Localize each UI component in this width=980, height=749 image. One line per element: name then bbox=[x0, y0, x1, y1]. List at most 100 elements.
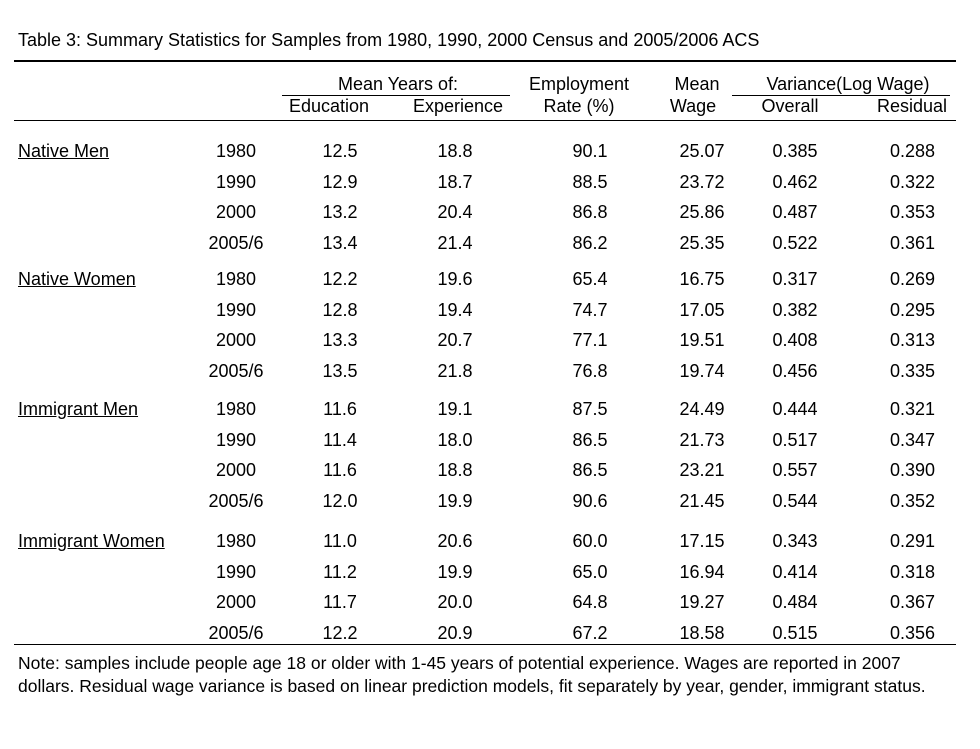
header-mean-years-of: Mean Years of: bbox=[337, 74, 459, 94]
table-cell-overall: 0.408 bbox=[772, 330, 818, 351]
group-label: Immigrant Women bbox=[18, 531, 165, 551]
table-cell-residual: 0.352 bbox=[889, 490, 935, 511]
table-cell-experience: 19.6 bbox=[437, 269, 473, 289]
table-cell-overall: 0.444 bbox=[772, 399, 818, 419]
header-mean-line2: Wage bbox=[669, 96, 717, 116]
table-cell-education: 11.6 bbox=[323, 399, 357, 419]
table-cell-residual: 0.322 bbox=[889, 171, 935, 192]
table-cell-education: 12.0 bbox=[322, 490, 358, 511]
table-cell-wage: 19.51 bbox=[679, 330, 725, 351]
table-cell-experience: 20.7 bbox=[437, 330, 473, 351]
table-cell-education: 11.2 bbox=[323, 561, 357, 582]
table-caption: Table 3: Summary Statistics for Samples … bbox=[18, 30, 760, 50]
header-mean-line1: Mean bbox=[674, 74, 720, 94]
table-cell-experience: 20.0 bbox=[437, 592, 473, 613]
table-cell-year: 2000 bbox=[215, 202, 257, 223]
table-cell-wage: 25.35 bbox=[679, 232, 725, 253]
table-cell-residual: 0.318 bbox=[889, 561, 935, 582]
header-education: Education bbox=[288, 96, 370, 116]
table-cell-experience: 19.4 bbox=[437, 299, 473, 320]
table-cell-year: 1990 bbox=[215, 429, 257, 450]
table-cell-employment: 74.7 bbox=[572, 299, 608, 320]
table-cell-wage: 17.05 bbox=[679, 299, 725, 320]
table-cell-year: 1990 bbox=[215, 561, 257, 582]
table-cell-wage: 23.21 bbox=[679, 460, 725, 481]
table-cell-experience: 18.0 bbox=[437, 429, 473, 450]
table-cell-year: 2000 bbox=[215, 460, 257, 481]
bottom-rule bbox=[14, 644, 956, 645]
table-cell-education: 12.8 bbox=[322, 299, 358, 320]
table-cell-year: 2005/6 bbox=[208, 490, 264, 511]
table-cell-wage: 19.27 bbox=[679, 592, 725, 613]
table-cell-residual: 0.335 bbox=[889, 360, 935, 381]
header-rule bbox=[14, 120, 956, 121]
group-label: Immigrant Men bbox=[18, 399, 139, 419]
table-cell-employment: 90.1 bbox=[572, 141, 608, 161]
table-cell-overall: 0.515 bbox=[772, 622, 818, 643]
table-cell-experience: 20.6 bbox=[437, 531, 473, 551]
header-employment-line2: Rate (%) bbox=[543, 96, 615, 116]
table-cell-overall: 0.343 bbox=[772, 531, 818, 551]
table-cell-year: 1990 bbox=[215, 299, 257, 320]
table-cell-employment: 86.2 bbox=[572, 232, 608, 253]
table-cell-wage: 16.75 bbox=[679, 269, 725, 289]
table-cell-education: 13.3 bbox=[322, 330, 358, 351]
table-cell-residual: 0.313 bbox=[889, 330, 935, 351]
header-residual: Residual bbox=[876, 96, 947, 116]
table-cell-wage: 25.07 bbox=[679, 141, 725, 161]
table-cell-employment: 86.8 bbox=[572, 202, 608, 223]
table-cell-residual: 0.347 bbox=[889, 429, 935, 450]
table-cell-employment: 60.0 bbox=[572, 531, 608, 551]
table-cell-education: 12.2 bbox=[322, 269, 358, 289]
header-experience: Experience bbox=[412, 96, 504, 116]
table-cell-residual: 0.361 bbox=[889, 232, 935, 253]
table-cell-employment: 86.5 bbox=[572, 429, 608, 450]
table-cell-overall: 0.522 bbox=[772, 232, 818, 253]
header-overall: Overall bbox=[761, 96, 819, 116]
table-cell-year: 1980 bbox=[215, 531, 257, 551]
top-rule bbox=[14, 60, 956, 62]
table-cell-year: 2005/6 bbox=[208, 232, 264, 253]
table-cell-wage: 17.15 bbox=[679, 531, 725, 551]
table-cell-year: 1990 bbox=[215, 171, 257, 192]
table-cell-overall: 0.382 bbox=[772, 299, 818, 320]
table-note: Note: samples include people age 18 or o… bbox=[18, 653, 926, 696]
table-cell-education: 11.7 bbox=[323, 592, 357, 613]
table-cell-experience: 18.8 bbox=[437, 141, 473, 161]
variance-rule bbox=[732, 95, 950, 96]
group-label: Native Men bbox=[18, 141, 110, 161]
table-cell-education: 12.9 bbox=[322, 171, 358, 192]
table-cell-employment: 64.8 bbox=[572, 592, 608, 613]
table-cell-experience: 21.4 bbox=[437, 232, 473, 253]
table-cell-education: 13.4 bbox=[322, 232, 358, 253]
table-cell-experience: 18.8 bbox=[437, 460, 473, 481]
table-cell-employment: 67.2 bbox=[572, 622, 608, 643]
mean-years-rule bbox=[282, 95, 510, 96]
header-variance: Variance(Log Wage) bbox=[766, 74, 930, 94]
table-cell-employment: 87.5 bbox=[572, 399, 608, 419]
table-cell-wage: 19.74 bbox=[679, 360, 725, 381]
table-cell-experience: 20.4 bbox=[437, 202, 473, 223]
table-cell-residual: 0.353 bbox=[889, 202, 935, 223]
group-label: Native Women bbox=[18, 269, 136, 289]
table-cell-residual: 0.390 bbox=[889, 460, 935, 481]
table-cell-education: 11.0 bbox=[323, 531, 357, 551]
table-cell-employment: 65.0 bbox=[572, 561, 608, 582]
table-cell-overall: 0.462 bbox=[772, 171, 818, 192]
table-cell-employment: 90.6 bbox=[572, 490, 608, 511]
table-cell-overall: 0.456 bbox=[772, 360, 818, 381]
table-cell-employment: 76.8 bbox=[572, 360, 608, 381]
table-cell-wage: 24.49 bbox=[679, 399, 725, 419]
table-cell-residual: 0.321 bbox=[889, 399, 935, 419]
table-cell-residual: 0.367 bbox=[889, 592, 935, 613]
table-cell-employment: 77.1 bbox=[572, 330, 608, 351]
table-cell-experience: 21.8 bbox=[437, 360, 473, 381]
table-cell-overall: 0.317 bbox=[772, 269, 818, 289]
table-cell-residual: 0.288 bbox=[889, 141, 935, 161]
table-cell-experience: 19.9 bbox=[437, 561, 473, 582]
table-cell-overall: 0.557 bbox=[772, 460, 818, 481]
table-cell-residual: 0.269 bbox=[889, 269, 935, 289]
table-cell-education: 12.5 bbox=[322, 141, 358, 161]
table-cell-year: 1980 bbox=[215, 141, 257, 161]
table-cell-wage: 21.73 bbox=[679, 429, 725, 450]
